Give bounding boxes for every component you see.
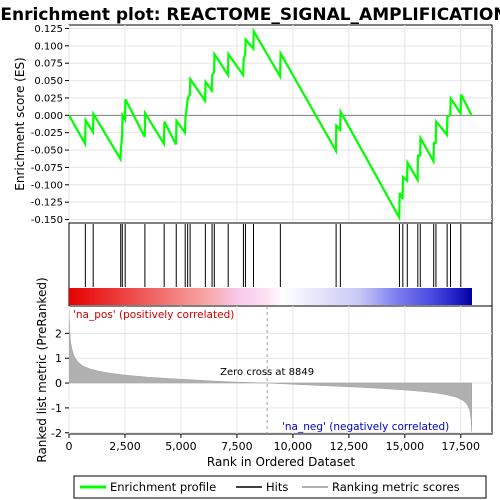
es-y-tick-label: 0.125 xyxy=(34,24,63,35)
ranking-metric-area xyxy=(69,309,472,432)
zero-cross-label: Zero cross at 8849 xyxy=(220,367,314,378)
legend-metric-label: Ranking metric scores xyxy=(332,480,460,494)
es-y-axis-label: Enrichment score (ES) xyxy=(13,57,27,190)
enrichment-profile-line xyxy=(69,27,473,222)
legend-box xyxy=(73,475,487,499)
es-y-tick-label: -0.075 xyxy=(31,163,63,174)
x-tick-label: 0 xyxy=(66,440,73,453)
x-tick-label: 5,000 xyxy=(165,440,197,453)
hit-markers xyxy=(84,224,462,287)
es-y-tick-label: -0.100 xyxy=(31,180,63,191)
x-tick-label: 2,500 xyxy=(109,440,141,453)
es-y-tick-label: -0.125 xyxy=(31,198,63,209)
metric-y-axis-label: Ranked list metric (PreRanked) xyxy=(35,277,49,462)
positive-correlation-label: 'na_pos' (positively correlated) xyxy=(73,309,234,321)
ranked-list-color-bar xyxy=(69,288,472,305)
metric-x-axis: 0 2,500 5,000 7,500 10,000 12,500 15,000 17,500 xyxy=(66,434,481,453)
es-y-tick-label: 0.100 xyxy=(34,41,63,52)
legend-enrichment-label: Enrichment profile xyxy=(110,480,216,494)
es-y-tick-label: -0.150 xyxy=(31,215,63,226)
legend: Enrichment profile Hits Ranking metric s… xyxy=(73,475,487,499)
es-y-tick-label: 0.025 xyxy=(34,93,63,104)
es-y-tick-label: -0.050 xyxy=(31,146,63,157)
x-tick-label: 12,500 xyxy=(330,440,369,453)
metric-y-tick-label: -1 xyxy=(51,402,62,415)
hits-panel xyxy=(68,222,493,307)
es-y-tick-label: 0.000 xyxy=(34,111,63,122)
es-y-tick-label: 0.075 xyxy=(34,59,63,70)
es-y-tick-label: -0.025 xyxy=(31,128,63,139)
metric-y-tick-label: 1 xyxy=(55,352,62,365)
x-tick-label: 10,000 xyxy=(274,440,313,453)
es-panel: -0.150 -0.125 -0.100 -0.075 -0.050 -0.025 0.00… xyxy=(13,24,493,226)
metric-panel: Zero cross at 8849 'na_pos' (positively … xyxy=(35,277,493,469)
x-tick-label: 17,500 xyxy=(442,440,481,453)
es-y-tick-label: 0.050 xyxy=(34,76,63,87)
negative-correlation-label: 'na_neg' (negatively correlated) xyxy=(282,421,449,433)
legend-hits-label: Hits xyxy=(266,480,288,494)
x-tick-label: 7,500 xyxy=(221,440,253,453)
chart-title: Enrichment plot: REACTOME_SIGNAL_AMPLIFI… xyxy=(0,5,500,25)
metric-y-tick-label: -2 xyxy=(51,427,62,440)
x-axis-label: Rank in Ordered Dataset xyxy=(207,455,355,469)
x-tick-label: 15,000 xyxy=(386,440,425,453)
metric-plot-area xyxy=(68,305,493,435)
metric-y-tick-label: 0 xyxy=(55,377,62,390)
es-y-axis: -0.150 -0.125 -0.100 -0.075 -0.050 -0.025 0.00… xyxy=(31,24,69,226)
metric-y-axis: -2 -1 0 1 2 xyxy=(51,327,69,440)
metric-y-tick-label: 2 xyxy=(55,327,62,340)
